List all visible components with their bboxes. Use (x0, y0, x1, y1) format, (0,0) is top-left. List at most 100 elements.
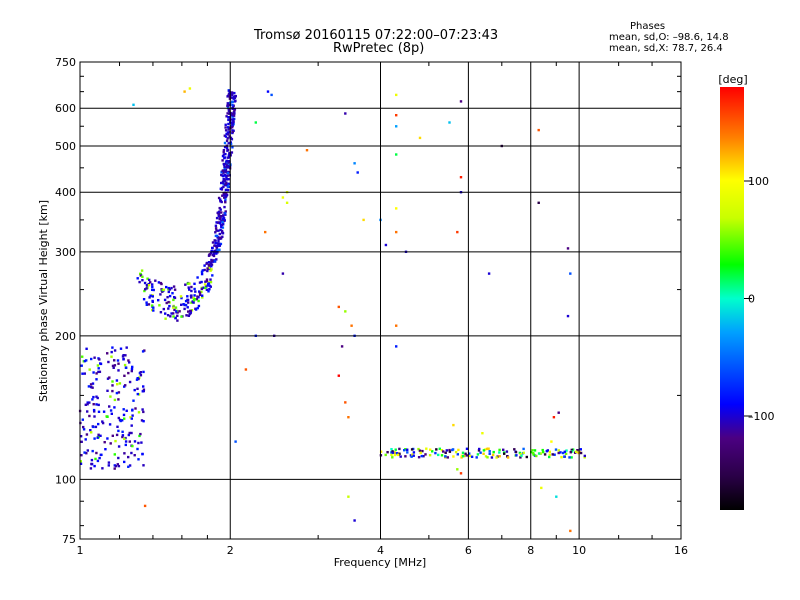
data-point (133, 388, 136, 392)
data-point (344, 401, 347, 404)
data-point (180, 303, 183, 306)
data-point (217, 237, 220, 241)
data-point (230, 96, 233, 99)
data-point (482, 449, 486, 452)
data-point (224, 156, 227, 159)
data-point (176, 314, 179, 317)
data-point (223, 169, 227, 172)
data-point (448, 450, 452, 453)
data-point (224, 126, 227, 129)
data-point (98, 456, 101, 460)
data-point (136, 277, 139, 280)
data-point (353, 519, 356, 522)
data-point (123, 363, 127, 367)
data-point (164, 312, 167, 315)
data-point (166, 314, 170, 317)
data-point (85, 359, 88, 362)
data-point (210, 265, 213, 268)
data-point (227, 165, 230, 169)
data-point (111, 384, 114, 387)
data-point (106, 377, 110, 380)
data-point (115, 391, 119, 395)
colorbar-ticks: 100 0 –100 (744, 175, 775, 423)
data-point (233, 96, 236, 99)
data-point (569, 272, 572, 275)
x-tick-label: 10 (572, 544, 586, 557)
data-point (193, 287, 196, 291)
data-point (379, 450, 383, 453)
data-point (522, 451, 525, 454)
data-point (505, 450, 509, 453)
data-point (147, 303, 151, 306)
data-point (444, 451, 447, 454)
data-point (225, 192, 228, 195)
data-point (187, 314, 190, 317)
data-point (115, 379, 119, 382)
data-point (418, 136, 422, 140)
data-point (178, 310, 181, 313)
data-point (205, 278, 209, 281)
data-point (465, 447, 469, 450)
data-point (518, 451, 522, 455)
data-point (446, 456, 449, 459)
data-point (217, 242, 221, 245)
data-point (225, 181, 228, 184)
data-point (417, 456, 421, 459)
data-point (398, 452, 401, 455)
data-point (224, 182, 228, 186)
data-point (139, 274, 143, 277)
data-point (215, 229, 218, 232)
data-point (205, 285, 208, 288)
data-point (103, 441, 106, 444)
data-point (170, 286, 173, 290)
data-point (566, 314, 570, 318)
data-point (89, 467, 93, 470)
data-point (98, 358, 101, 361)
data-point (123, 374, 126, 377)
data-point (117, 416, 120, 420)
data-point (569, 451, 572, 454)
data-point (146, 277, 149, 280)
data-point (93, 415, 96, 418)
data-point (85, 433, 89, 436)
data-point (194, 290, 197, 293)
data-point (91, 382, 95, 385)
data-point (127, 371, 130, 375)
data-point (569, 529, 572, 533)
data-point (228, 112, 231, 115)
data-point (231, 130, 234, 134)
data-point (222, 153, 226, 156)
data-points (78, 87, 586, 533)
data-point (97, 403, 100, 407)
data-point (216, 242, 219, 245)
data-point (165, 301, 168, 305)
data-point (106, 389, 109, 392)
data-point (128, 380, 132, 384)
data-point (223, 196, 226, 199)
data-point (232, 129, 235, 132)
data-point (220, 211, 223, 214)
data-point (84, 403, 87, 406)
data-point (404, 455, 407, 458)
data-point (424, 453, 427, 456)
data-point (264, 230, 267, 234)
data-point (114, 464, 118, 468)
data-point (270, 93, 273, 97)
data-point (145, 303, 148, 306)
data-point (468, 452, 471, 455)
data-point (231, 146, 234, 149)
data-point (223, 167, 226, 171)
y-tick-label: 400 (55, 186, 76, 199)
data-point (222, 216, 225, 219)
data-point (215, 244, 218, 248)
data-point (457, 448, 460, 452)
data-point (362, 218, 365, 222)
data-point (395, 324, 398, 327)
data-point (90, 357, 93, 361)
data-point (421, 449, 424, 453)
data-point (185, 314, 188, 317)
data-point (231, 123, 234, 126)
data-point (167, 307, 170, 310)
data-point (451, 448, 455, 451)
data-point (482, 452, 485, 455)
